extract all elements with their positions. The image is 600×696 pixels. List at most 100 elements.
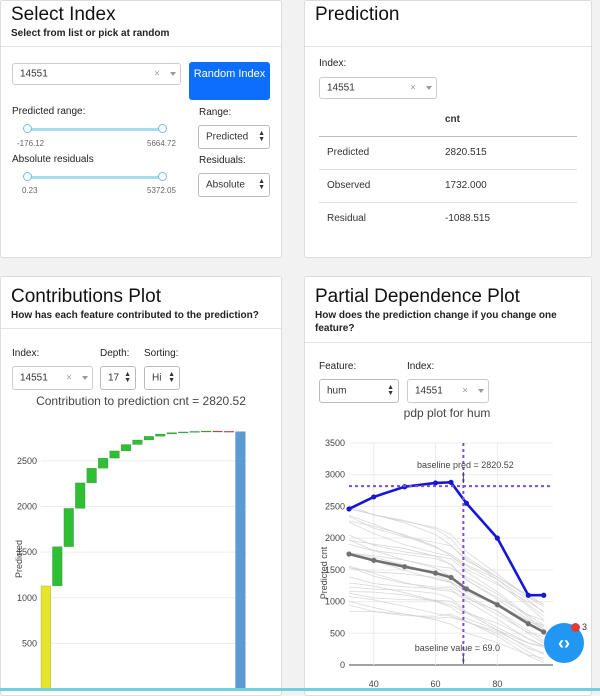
predicted-range-slider[interactable] [23, 122, 167, 138]
pdp-point[interactable] [463, 500, 470, 506]
prediction-table: cnt Predicted 2820.515 Observed 1732.000… [319, 103, 577, 235]
contribution-bar[interactable] [40, 585, 51, 689]
contribution-bar[interactable] [52, 546, 63, 587]
predicted-max-label: 5664.72 [147, 139, 176, 148]
clear-icon[interactable]: × [462, 385, 468, 397]
y-axis-label: Predicted cnt [319, 546, 329, 599]
contributions-card: Contributions Plot How has each feature … [0, 276, 282, 696]
pdp-point[interactable] [525, 621, 531, 627]
pdp-point[interactable] [448, 574, 454, 581]
row-value: 1732.000 [445, 168, 577, 202]
contribution-bar[interactable] [200, 430, 212, 433]
prediction-title: Prediction [315, 4, 400, 25]
clear-icon[interactable]: × [66, 372, 72, 384]
slider-track [27, 128, 163, 131]
y-tick-label: 2500 [325, 501, 345, 511]
contribution-bar[interactable] [189, 431, 200, 433]
table-row: Residual -1088.515 [319, 201, 577, 235]
chevron-down-icon[interactable] [170, 72, 176, 76]
slider-track [27, 176, 163, 179]
contrib-index-select[interactable]: 14551 × [12, 366, 93, 390]
x-tick-label: 60 [431, 679, 441, 689]
contribution-bar[interactable] [120, 444, 132, 452]
notification-badge [571, 623, 580, 632]
residuals-range-slider[interactable] [23, 170, 167, 186]
row-value: -1088.515 [445, 201, 577, 235]
pdp-card: Partial Dependence Plot How does the pre… [304, 276, 592, 696]
chevron-down-icon[interactable] [82, 376, 88, 380]
pdp-point[interactable] [525, 592, 531, 598]
slider-min-handle[interactable] [23, 124, 32, 133]
ice-line [348, 586, 544, 647]
updown-icon: ▲ ▼ [124, 371, 131, 384]
contribution-bar[interactable] [75, 482, 86, 509]
y-tick-label: 2000 [17, 502, 37, 512]
residuals-select[interactable]: Absolute ▲ ▼ [198, 173, 270, 197]
pdp-point[interactable] [371, 494, 377, 500]
select-index-title: Select Index [11, 4, 116, 25]
contribution-bar[interactable] [223, 430, 235, 433]
chevron-down-icon[interactable] [478, 389, 484, 393]
pdp-point[interactable] [402, 564, 408, 570]
prediction-card: Prediction Index: 14551 × cnt Predicted … [304, 0, 592, 258]
contribution-bar[interactable] [86, 467, 97, 484]
y-tick-label: 1000 [325, 597, 345, 607]
pdp-point[interactable] [541, 592, 547, 598]
contribution-bar[interactable] [143, 436, 154, 441]
code-brackets-icon: ‹› [558, 633, 570, 653]
pdp-point[interactable] [346, 506, 352, 512]
slider-max-handle[interactable] [158, 124, 167, 133]
chart-title: Contribution to prediction cnt = 2820.52 [36, 394, 246, 408]
x-tick-label: 80 [492, 679, 502, 689]
residuals-label: Residuals: [199, 155, 246, 166]
contribution-bar[interactable] [97, 457, 109, 469]
prediction-index-select[interactable]: 14551 × [319, 77, 437, 99]
contribution-bar[interactable] [166, 432, 177, 435]
contribution-bar[interactable] [63, 508, 74, 547]
y-tick-label: 1500 [325, 565, 345, 575]
pdp-point[interactable] [346, 551, 352, 557]
x-tick-label: 40 [369, 679, 379, 689]
contributions-title: Contributions Plot [11, 286, 161, 307]
pdp-point[interactable] [463, 586, 470, 592]
residuals-select-value: Absolute [206, 179, 245, 191]
contribution-bar[interactable] [109, 450, 120, 459]
baseline-value-annotation: baseline value = 69.0 [415, 643, 500, 653]
pdp-point[interactable] [494, 535, 500, 541]
ice-line [348, 591, 544, 648]
ice-line [348, 582, 544, 647]
sorting-select[interactable]: Hi ▲ ▼ [144, 366, 180, 390]
pdp-point[interactable] [432, 570, 439, 576]
y-tick-label: 1000 [17, 593, 37, 603]
pdp-point[interactable] [494, 602, 500, 608]
random-index-button[interactable]: Random Index [189, 62, 270, 100]
ice-line [348, 596, 544, 655]
contributions-header: Contributions Plot How has each feature … [1, 277, 281, 329]
range-select[interactable]: Predicted ▲ ▼ [198, 125, 270, 149]
contribution-bar[interactable] [212, 430, 223, 433]
column-header: cnt [445, 103, 577, 137]
clear-icon[interactable]: × [410, 82, 416, 94]
pdp-point[interactable] [432, 480, 439, 486]
baseline-pred-annotation: baseline pred = 2820.52 [417, 460, 514, 470]
contribution-bar[interactable] [178, 431, 189, 434]
notification-count: 3 [582, 622, 588, 632]
pdp-index-select[interactable]: 14551 × [407, 379, 489, 403]
index-select[interactable]: 14551 × [12, 63, 181, 85]
clear-icon[interactable]: × [154, 68, 160, 80]
contribution-bar[interactable] [235, 431, 246, 689]
depth-select[interactable]: 17 ▲ ▼ [100, 366, 136, 390]
prediction-header: Prediction [305, 1, 591, 47]
chevron-down-icon[interactable] [426, 86, 432, 90]
ice-line [348, 567, 544, 638]
contribution-bar[interactable] [155, 433, 166, 437]
pdp-index-value: 14551 [415, 385, 443, 397]
contribution-bar[interactable] [132, 439, 143, 445]
pdp-point[interactable] [371, 557, 377, 563]
slider-min-handle[interactable] [23, 172, 32, 181]
pdp-series-line[interactable] [348, 480, 544, 597]
pdp-point[interactable] [448, 479, 454, 485]
feature-select[interactable]: hum ▲ ▼ [319, 379, 399, 403]
slider-max-handle[interactable] [158, 172, 167, 181]
select-index-subtitle: Select from list or pick at random [11, 28, 170, 39]
